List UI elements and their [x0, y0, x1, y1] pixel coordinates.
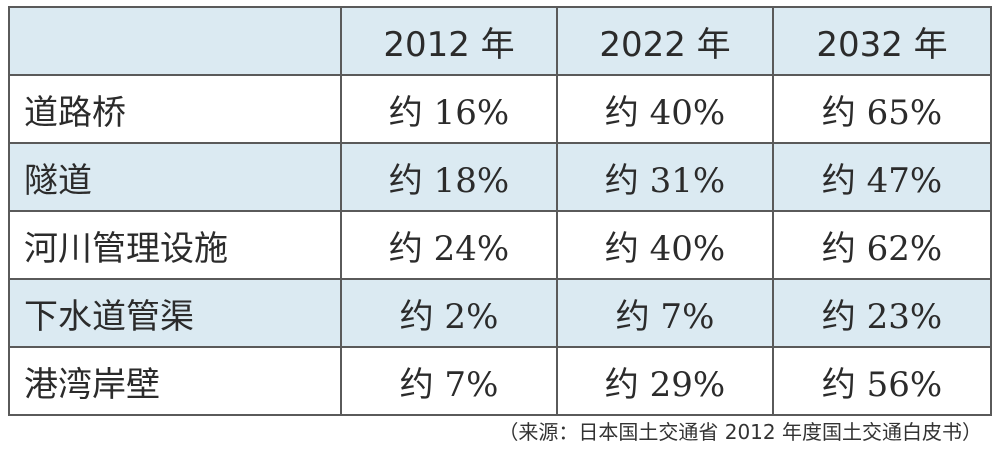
table-row: 港湾岸壁约 7% 约 29% 约 56% [8, 346, 992, 416]
row-label: 河川管理设施 [8, 210, 342, 280]
table-row: 下水道管渠约 2% 约 7% 约 23% [8, 278, 992, 348]
value-cell: 约 40% [556, 210, 774, 280]
value-cell: 约 40% [556, 74, 774, 144]
value-cell: 约 23% [772, 278, 992, 348]
value-cell: 约 18% [340, 142, 558, 212]
value-cell: 约 47% [772, 142, 992, 212]
table-row: 隧道约 18% 约 31% 约 47% [8, 142, 992, 212]
row-label: 港湾岸壁 [8, 346, 342, 416]
value-cell: 约 7% [556, 278, 774, 348]
column-header: 2022 年 [556, 6, 774, 76]
data-table: 2012 年 2022 年 2032 年道路桥约 16% 约 40% 约 65% 隧道约 … [8, 6, 992, 416]
column-header: 2012 年 [340, 6, 558, 76]
value-cell: 约 2% [340, 278, 558, 348]
value-cell: 约 24% [340, 210, 558, 280]
value-cell: 约 29% [556, 346, 774, 416]
value-cell: 约 62% [772, 210, 992, 280]
value-cell: 约 56% [772, 346, 992, 416]
table-body: 2012 年 2022 年 2032 年道路桥约 16% 约 40% 约 65% 隧道约 … [8, 6, 992, 416]
header-row: 2012 年 2022 年 2032 年 [8, 6, 992, 76]
row-label: 隧道 [8, 142, 342, 212]
value-cell: 约 7% [340, 346, 558, 416]
row-label: 下水道管渠 [8, 278, 342, 348]
table-row: 河川管理设施约 24% 约 40% 约 62% [8, 210, 992, 280]
corner-cell [8, 6, 342, 76]
source-note: （来源：日本国土交通省 2012 年度国土交通白皮书） [498, 420, 982, 444]
value-cell: 约 31% [556, 142, 774, 212]
value-cell: 约 16% [340, 74, 558, 144]
row-label: 道路桥 [8, 74, 342, 144]
value-cell: 约 65% [772, 74, 992, 144]
column-header: 2032 年 [772, 6, 992, 76]
table-row: 道路桥约 16% 约 40% 约 65% [8, 74, 992, 144]
